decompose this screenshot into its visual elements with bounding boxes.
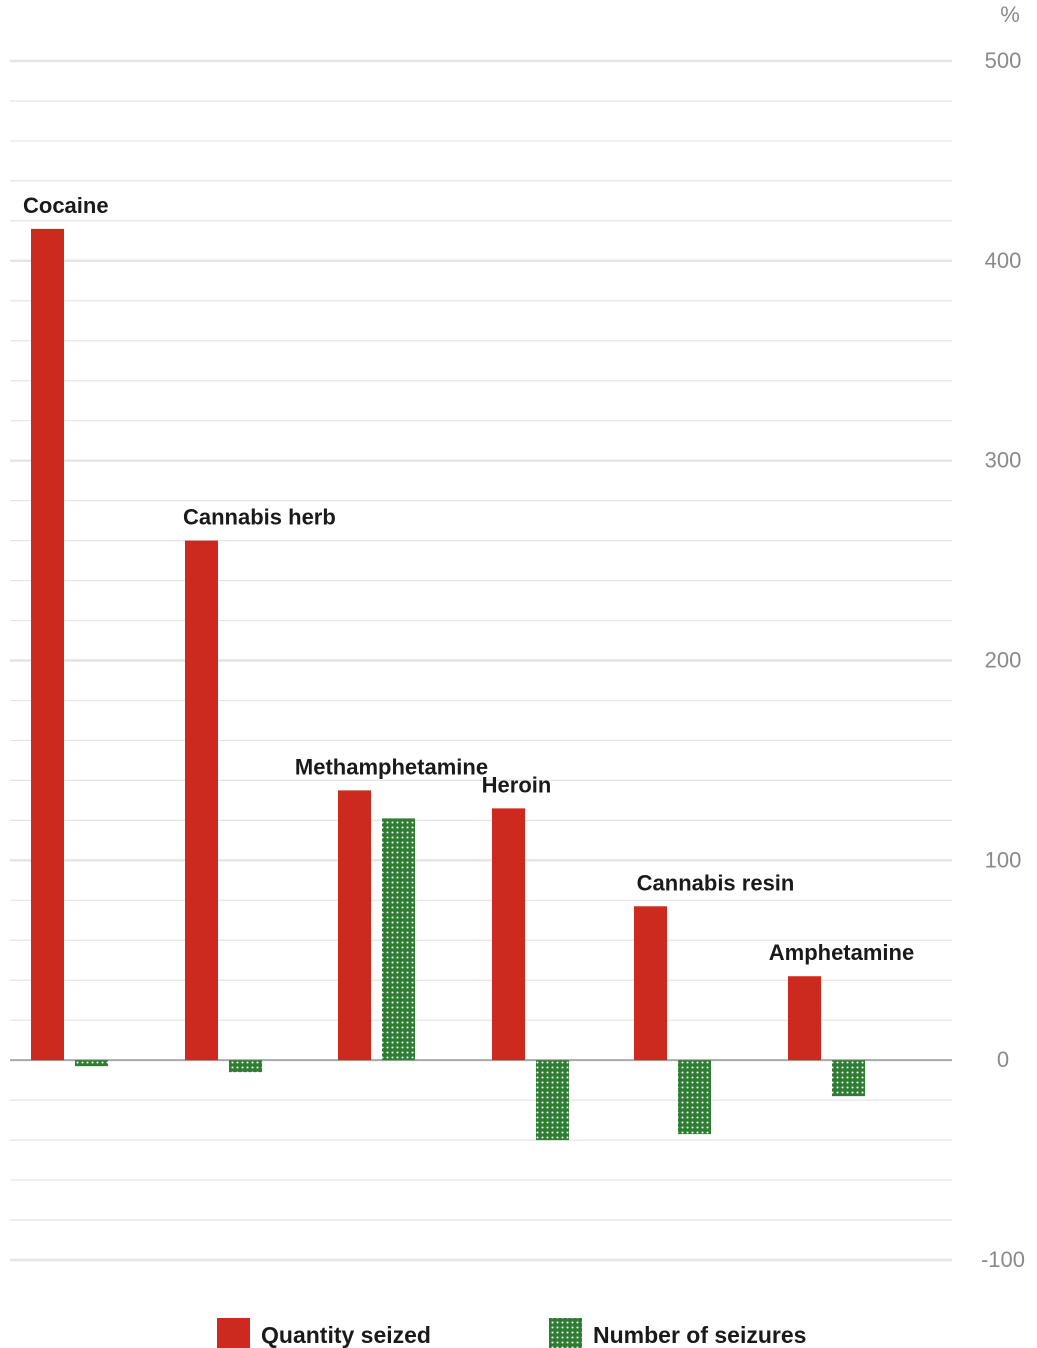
quantity-seized-bar-methamphetamine bbox=[338, 790, 371, 1060]
quantity-seized-bar-cannabis-resin bbox=[634, 906, 667, 1060]
category-label-cannabis-herb: Cannabis herb bbox=[183, 505, 336, 530]
legend: Quantity seized Number of seizures bbox=[217, 1318, 806, 1348]
category-label-cocaine: Cocaine bbox=[23, 193, 109, 218]
quantity-seized-bar-cocaine bbox=[31, 229, 64, 1060]
y-axis-unit-label: % bbox=[1000, 2, 1020, 27]
category-label-methamphetamine: Methamphetamine bbox=[295, 754, 488, 779]
y-tick-label: 300 bbox=[985, 448, 1022, 473]
number-of-seizures-bar-cannabis-resin bbox=[678, 1060, 711, 1134]
category-labels: Cocaine Cannabis herb MethamphetamineHeroi… bbox=[23, 193, 914, 965]
quantity-seized-bar-cannabis-herb bbox=[185, 541, 218, 1061]
category-label-cannabis-resin: Cannabis resin bbox=[637, 870, 795, 895]
y-tick-label: 0 bbox=[997, 1047, 1009, 1072]
quantity-seized-bar-heroin bbox=[492, 808, 525, 1060]
bars bbox=[31, 229, 865, 1140]
number-of-seizures-bar-cannabis-herb bbox=[229, 1060, 262, 1072]
number-of-seizures-bar-cocaine bbox=[75, 1060, 108, 1066]
quantity-seized-bar-amphetamine bbox=[788, 976, 821, 1060]
number-of-seizures-bar-methamphetamine bbox=[382, 818, 415, 1060]
y-tick-label: 400 bbox=[985, 248, 1022, 273]
category-label-heroin: Heroin bbox=[482, 772, 552, 797]
legend-swatch-quantity-seized bbox=[217, 1318, 250, 1348]
legend-label-quantity-seized: Quantity seized bbox=[261, 1322, 431, 1348]
number-of-seizures-bar-heroin bbox=[536, 1060, 569, 1140]
y-tick-label: 100 bbox=[985, 847, 1022, 872]
legend-label-number-of-seizures: Number of seizures bbox=[593, 1322, 806, 1348]
y-axis-ticks: % 500 400 300 200 100 0 -100 bbox=[981, 2, 1025, 1272]
y-tick-label: 500 bbox=[985, 48, 1022, 73]
y-tick-label: -100 bbox=[981, 1247, 1025, 1272]
y-tick-label: 200 bbox=[985, 648, 1022, 673]
gridlines bbox=[10, 61, 952, 1260]
legend-swatch-number-of-seizures bbox=[549, 1318, 582, 1348]
category-label-amphetamine: Amphetamine bbox=[769, 940, 914, 965]
number-of-seizures-bar-amphetamine bbox=[832, 1060, 865, 1096]
